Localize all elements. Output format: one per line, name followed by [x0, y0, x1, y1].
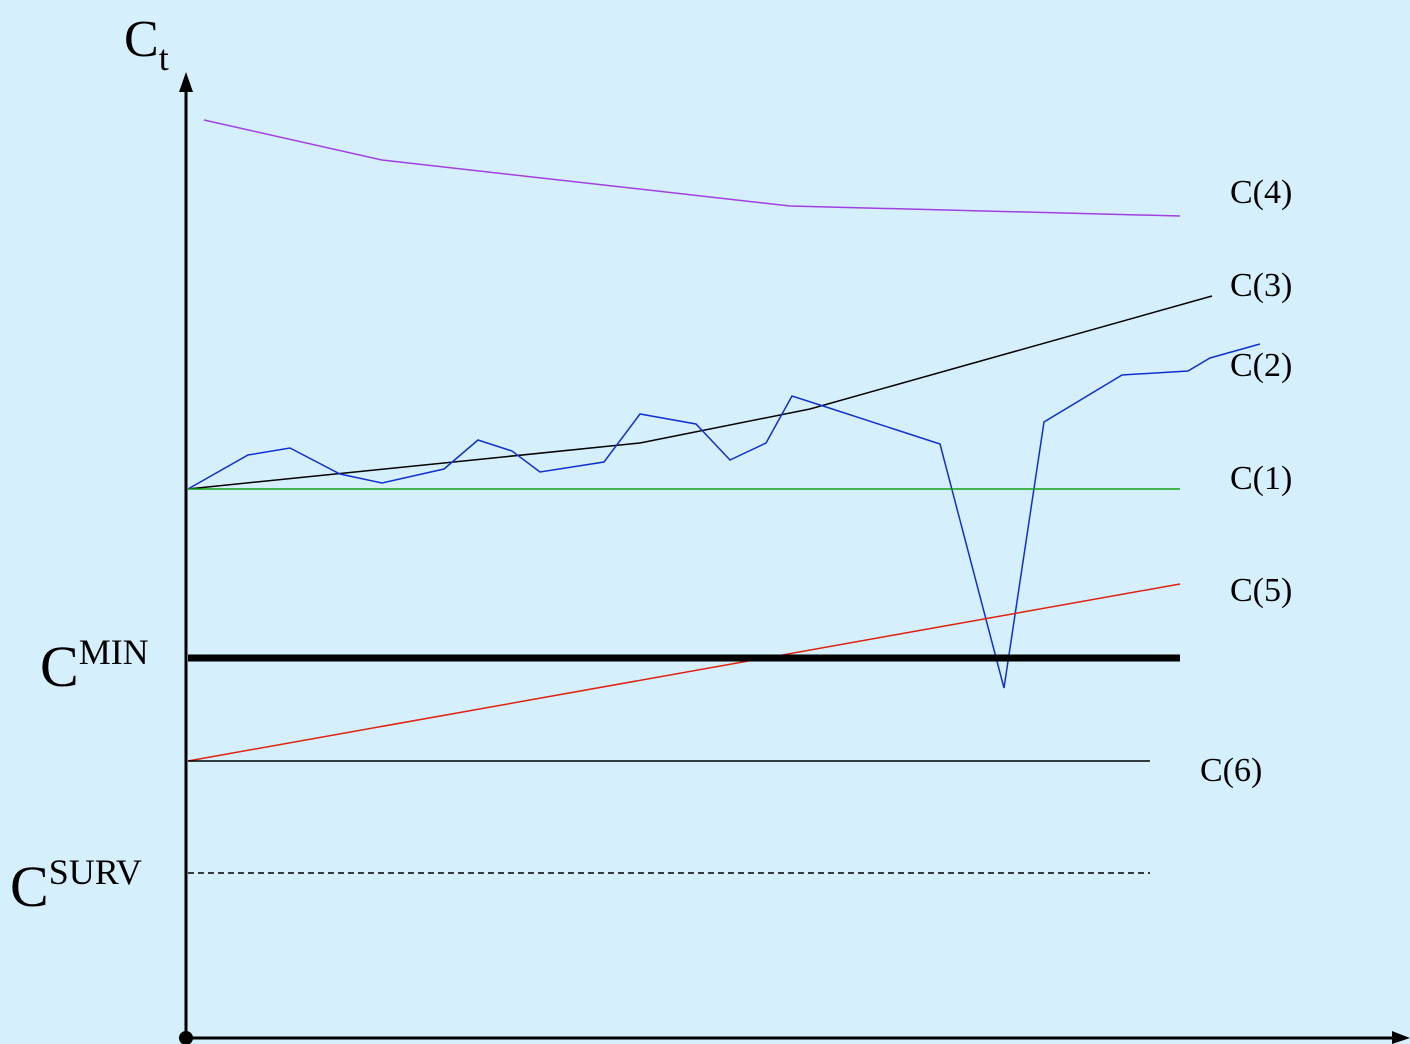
curve-label: C(1) [1230, 460, 1292, 497]
curve-label: C(5) [1230, 572, 1292, 609]
curve-label: C(2) [1230, 347, 1292, 384]
curve-label: C(3) [1230, 267, 1292, 304]
curve-label: C(6) [1200, 752, 1262, 789]
y-axis-label: Ct [124, 11, 169, 78]
curve-c3 [187, 295, 1213, 490]
threshold-label: CMIN [40, 632, 149, 699]
threshold-label: CSURV [10, 852, 142, 919]
threshold-label-sup: SURV [49, 852, 142, 892]
y-axis-label-sub: t [159, 38, 169, 78]
origin-dot [179, 1031, 193, 1044]
x-arrow [1392, 1031, 1410, 1044]
y-arrow [179, 72, 193, 92]
curve-label: C(4) [1230, 174, 1292, 211]
curve-c5 [187, 583, 1181, 762]
curve-c2 [187, 343, 1261, 689]
threshold-label-base: C [40, 634, 79, 699]
curve-c4 [203, 119, 1181, 217]
threshold-label-base: C [10, 854, 49, 919]
threshold-label-sup: MIN [79, 632, 149, 672]
y-axis-label-base: C [124, 11, 159, 68]
